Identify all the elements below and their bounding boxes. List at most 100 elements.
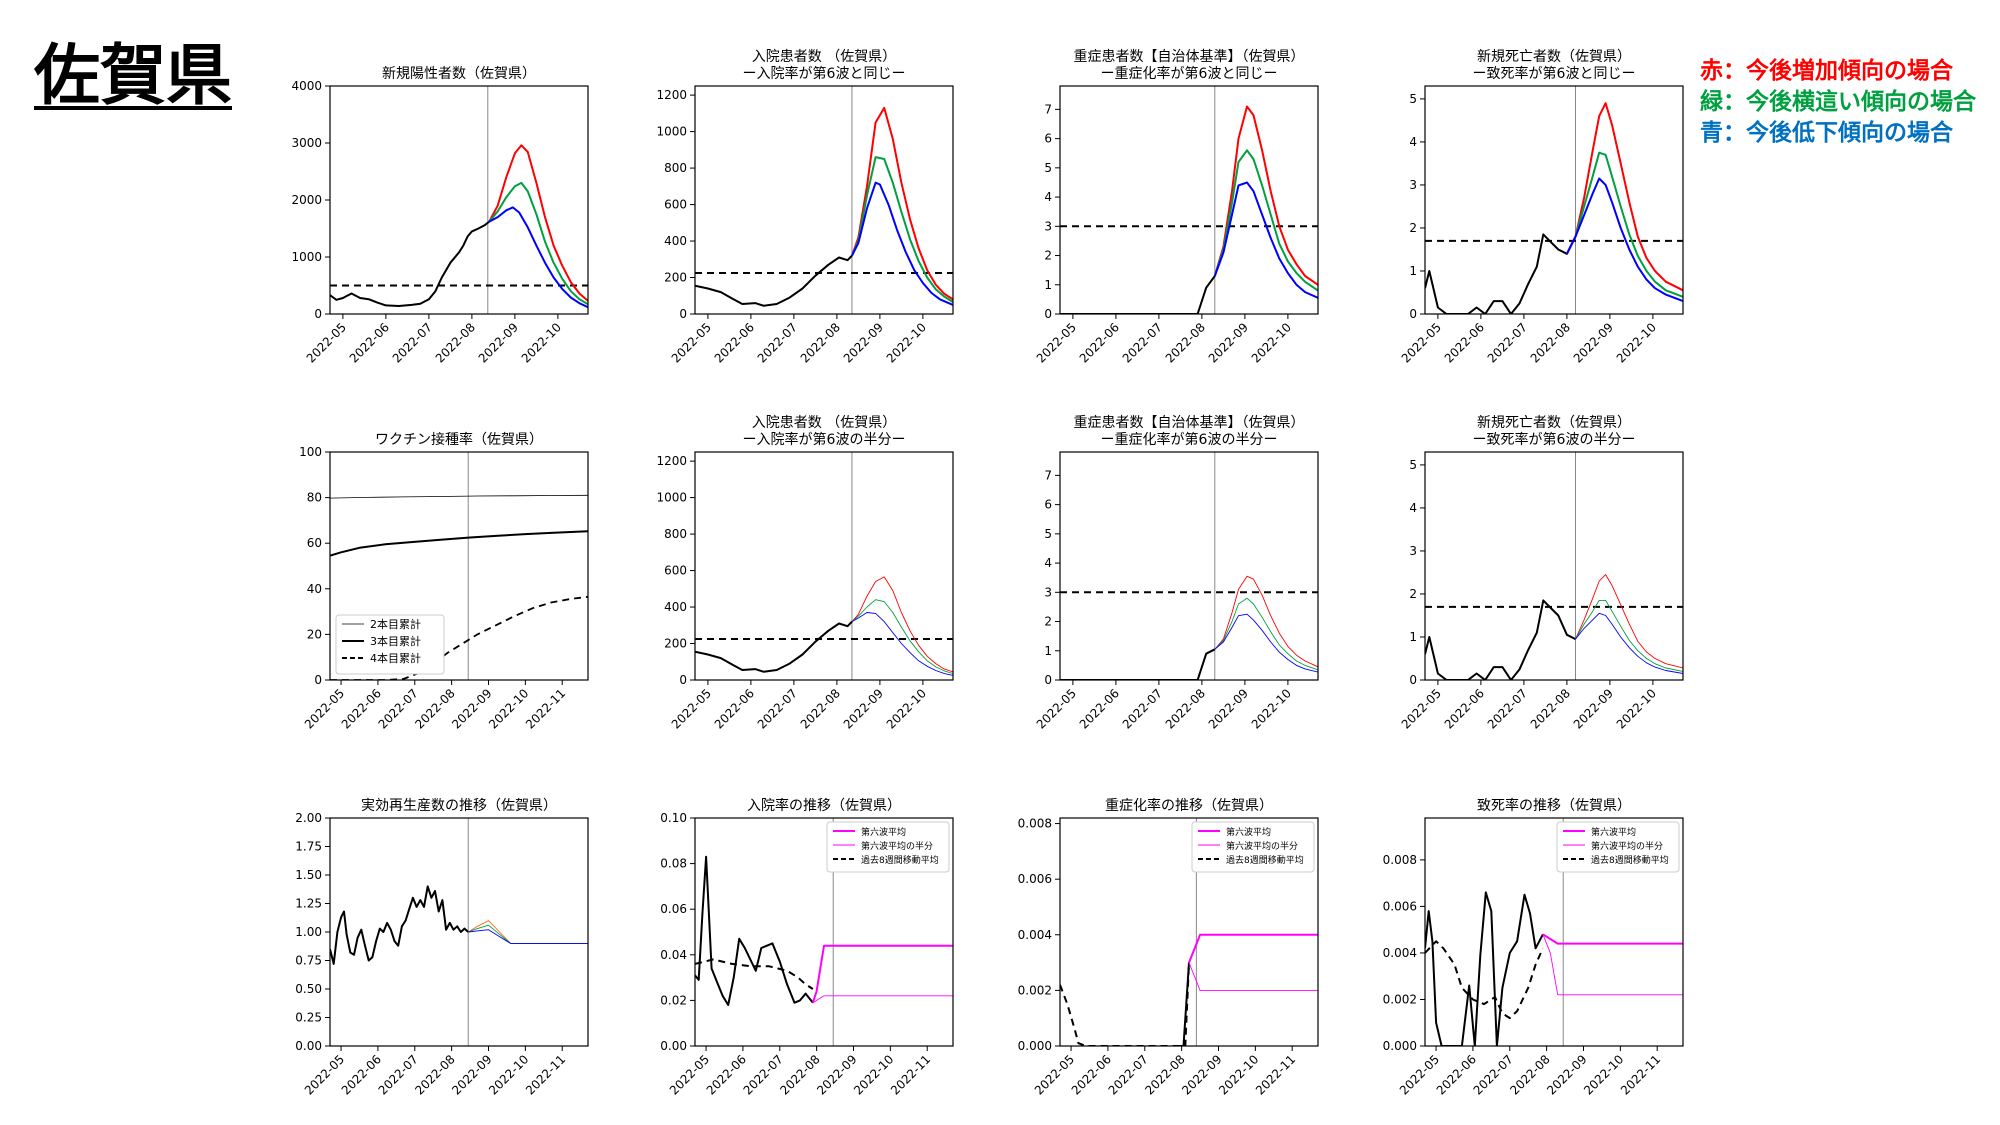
- y-tick-label: 0: [314, 307, 322, 321]
- x-tick-label: 2022-06: [704, 1052, 749, 1097]
- series-line: [695, 855, 814, 1006]
- x-tick-label: 2022-08: [1507, 1052, 1552, 1097]
- y-tick-label: 0.00: [295, 1039, 322, 1053]
- y-tick-label: 1000: [656, 125, 687, 139]
- y-tick-label: 0.06: [660, 902, 687, 916]
- y-tick-label: 1: [1409, 264, 1417, 278]
- series-line: [695, 254, 853, 307]
- series-line: [1575, 599, 1683, 672]
- x-tick-label: 2022-06: [347, 320, 392, 365]
- y-tick-label: 7: [1044, 102, 1052, 116]
- chart-c8: 新規死亡者数（佐賀県）ー致死率が第6波の半分ー0123452022-052022…: [1399, 415, 1684, 732]
- x-tick-label: 2022-06: [1434, 1052, 1479, 1097]
- series-line: [488, 181, 588, 306]
- y-tick-label: 200: [664, 637, 687, 651]
- chart-legend: [335, 614, 445, 675]
- x-tick-label: 2022-10: [1249, 320, 1294, 365]
- series-line: [330, 530, 588, 557]
- chart-title: 新規陽性者数（佐賀県）: [382, 66, 536, 82]
- y-tick-label: 2: [1409, 221, 1417, 235]
- chart-title: 新規死亡者数（佐賀県）: [1477, 415, 1631, 431]
- legend-label: 3本目累計: [370, 634, 421, 648]
- chart-title: 実効再生産数の推移（佐賀県）: [361, 798, 557, 814]
- x-tick-label: 2022-08: [433, 320, 478, 365]
- series-line: [1214, 575, 1318, 668]
- series-line: [851, 106, 953, 301]
- y-tick-label: 0.004: [1018, 928, 1052, 942]
- y-tick-label: 600: [664, 198, 687, 212]
- y-tick-label: 600: [664, 564, 687, 578]
- plot-frame: [1424, 85, 1684, 315]
- chart-legend: [1191, 821, 1315, 873]
- y-tick-label: 400: [664, 600, 687, 614]
- series-line: [1213, 181, 1318, 299]
- series-line: [695, 620, 853, 673]
- x-tick-label: 2022-06: [1442, 686, 1487, 731]
- x-tick-label: 2022-08: [1163, 320, 1208, 365]
- x-tick-label: 2022-09: [841, 320, 886, 365]
- series-line: [1542, 933, 1683, 945]
- x-tick-label: 2022-05: [1399, 320, 1444, 365]
- x-tick-label: 2022-05: [304, 320, 349, 365]
- x-tick-label: 2022-05: [1034, 686, 1079, 731]
- series-line: [851, 181, 953, 306]
- x-tick-label: 2022-07: [755, 320, 800, 365]
- chart-title: ー入院率が第6波の半分ー: [743, 431, 906, 448]
- series-line: [812, 995, 953, 1004]
- x-tick-label: 2022-08: [798, 320, 843, 365]
- legend-label: 第六波平均: [861, 826, 906, 838]
- plot-frame: [1059, 817, 1319, 1047]
- chart-c11: 重症化率の推移（佐賀県） 0.000 0.002 0.004 0.006 0.008 202…: [1018, 797, 1319, 1098]
- x-tick-label: 2022-09: [1206, 686, 1251, 731]
- y-tick-label: 800: [664, 161, 687, 175]
- series-line: [851, 576, 953, 673]
- y-tick-label: 3: [1044, 219, 1052, 233]
- plot-frame: [694, 451, 954, 681]
- plot-frame: [1059, 85, 1319, 315]
- chart-title: 入院患者数 （佐賀県）: [752, 415, 896, 431]
- plot-frame: [329, 817, 589, 1047]
- x-tick-label: 2022-08: [1163, 686, 1208, 731]
- x-tick-label: 2022-11: [1253, 1052, 1298, 1097]
- series-line: [811, 944, 953, 1004]
- legend-label: 4本目累計: [370, 651, 421, 665]
- x-tick-label: 2022-07: [1485, 320, 1530, 365]
- x-tick-label: 2022-09: [1571, 320, 1616, 365]
- series-line: [488, 206, 588, 309]
- y-tick-label: 1.75: [295, 840, 322, 854]
- x-tick-label: 2022-06: [712, 320, 757, 365]
- series-line: [1060, 275, 1216, 314]
- series-line: [330, 885, 469, 965]
- x-tick-label: 2022-07: [1485, 686, 1530, 731]
- y-tick-label: 0.000: [1018, 1039, 1052, 1053]
- plot-frame: [329, 85, 589, 315]
- y-tick-label: 1200: [656, 88, 687, 102]
- x-tick-label: 2022-06: [712, 686, 757, 731]
- chart-c2: 入院患者数 （佐賀県）ー入院率が第6波と同じー 0 200 400 600 800 1000…: [656, 49, 954, 366]
- y-tick-label: 1000: [656, 491, 687, 505]
- y-tick-label: 80: [307, 491, 322, 505]
- x-tick-label: 2022-05: [669, 320, 714, 365]
- series-line: [1060, 962, 1190, 1046]
- x-tick-label: 2022-07: [390, 320, 435, 365]
- chart-title: 重症化率の推移（佐賀県）: [1105, 797, 1273, 814]
- x-tick-label: 2022-06: [339, 686, 384, 731]
- series-line: [851, 612, 953, 676]
- y-tick-label: 1.25: [295, 897, 322, 911]
- chart-c7: 重症患者数【自治体基準】（佐賀県）ー重症化率が第6波の半分ー 0 1 2 3 4 5 6 7 20…: [1034, 414, 1319, 732]
- plot-frame: [1424, 451, 1684, 681]
- x-tick-label: 2022-06: [1077, 320, 1122, 365]
- y-tick-label: 3000: [291, 136, 322, 150]
- legend-label: 2本目累計: [370, 617, 421, 631]
- y-tick-label: 1200: [656, 454, 687, 468]
- series-line: [1575, 574, 1683, 669]
- x-tick-label: 2022-06: [1077, 686, 1122, 731]
- y-tick-label: 1: [1044, 278, 1052, 292]
- legend-label: 第六波平均: [1226, 826, 1271, 838]
- chart-title: ー重症化率が第6波の半分ー: [1101, 431, 1278, 448]
- series-line: [468, 929, 588, 944]
- legend-red: 赤：今後増加傾向の場合: [1700, 58, 1953, 84]
- x-tick-label: 2022-09: [841, 686, 886, 731]
- series-line: [851, 599, 953, 675]
- plot-frame: [1424, 817, 1684, 1047]
